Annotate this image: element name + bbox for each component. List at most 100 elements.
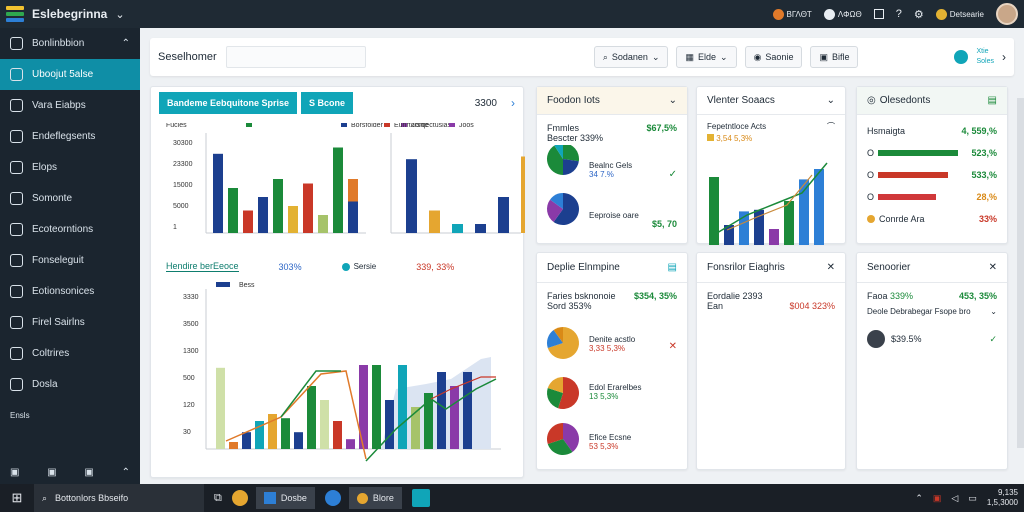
- square-icon[interactable]: ▣: [47, 467, 57, 478]
- chevron-down-icon[interactable]: ⌄: [826, 95, 835, 106]
- sidebar-item-3[interactable]: Endeflegsents: [0, 121, 140, 152]
- network-icon[interactable]: ▣: [932, 492, 942, 503]
- edge-icon[interactable]: [324, 490, 341, 506]
- close-icon[interactable]: ✕: [668, 341, 677, 352]
- metric-label: Eordalie 2393: [707, 291, 763, 301]
- pie-label: Denite acstlo 3,33 5,3%: [589, 335, 636, 353]
- start-icon[interactable]: ⊞: [11, 490, 23, 505]
- chart-bar: [273, 179, 283, 233]
- close-icon[interactable]: ✕: [988, 262, 997, 273]
- volume-icon[interactable]: ◁: [951, 492, 959, 503]
- chevron-up-icon[interactable]: ⌃: [121, 467, 130, 478]
- close-icon[interactable]: ✕: [826, 262, 835, 273]
- card-sensor: Senoorier ✕ Faoa 339% 453, 35% Deole Debra…: [856, 252, 1008, 470]
- app-icon[interactable]: [411, 489, 430, 507]
- title-bar: Eslebegrinna ⌄ ΒΓΛΘΤ ΛΦΩΘ ? ⚙ Detsearie: [0, 0, 1024, 28]
- pie-label: Efice Ecsne 53 5,3%: [589, 433, 632, 451]
- sidebar-item-4[interactable]: Elops: [0, 152, 140, 183]
- taskbar-app-1[interactable]: Dosbe: [255, 487, 315, 509]
- chart-bar: [709, 177, 719, 245]
- main-content: Seselhomer ⌕ Sodanen ⌄ ▦ Elde ⌄ ◉ Saonie ▣ Bif…: [140, 28, 1024, 484]
- topbar-item-2[interactable]: ΛΦΩΘ: [823, 8, 862, 20]
- bar-line-chart: [709, 162, 828, 245]
- page-title: Seselhomer: [158, 51, 217, 63]
- card-title: Deplie Elnmpine: [547, 262, 620, 273]
- pie-slice: [547, 145, 563, 175]
- chevron-up-icon[interactable]: ⌃: [915, 492, 923, 503]
- card-display: Deplie Elnmpine ▤ Faries bsknonoie $354, 3…: [536, 252, 688, 470]
- avatar[interactable]: [996, 3, 1018, 25]
- export-button[interactable]: ▣ Bifle: [810, 46, 859, 68]
- task-view-icon[interactable]: ⧉: [214, 491, 222, 504]
- chart-bar: [799, 179, 809, 245]
- export-icon: ▣: [819, 51, 828, 62]
- pie-label: Bealnc Gels 34 7.%: [589, 161, 633, 179]
- table-icon[interactable]: ▤: [987, 95, 997, 106]
- help-icon[interactable]: ?: [895, 8, 902, 20]
- chart-bar: [359, 365, 368, 449]
- chevron-down-icon[interactable]: ⌄: [115, 8, 125, 21]
- sidebar-item-12[interactable]: Ensls: [0, 400, 140, 431]
- tick-label: 1300: [183, 348, 199, 355]
- chevron-right-icon[interactable]: ›: [1002, 50, 1006, 64]
- sidebar-item-5[interactable]: Somonte: [0, 183, 140, 214]
- sidebar-item-8[interactable]: Eotionsonices: [0, 276, 140, 307]
- user-menu[interactable]: Detsearie: [935, 8, 984, 20]
- tab-second[interactable]: S Bcone: [301, 92, 354, 114]
- chart-bar: [258, 197, 268, 233]
- clock[interactable]: 9,135 1,5,3000: [986, 488, 1018, 507]
- sidebar-item-11[interactable]: Dosla: [0, 369, 140, 400]
- taskbar-app-2[interactable]: Blore: [348, 487, 402, 509]
- card-title: Fonsrilor Eiaghris: [707, 262, 785, 273]
- chevron-down-icon[interactable]: ⌄: [668, 95, 677, 106]
- tick-label: 30: [183, 429, 191, 436]
- chart-bar: [739, 211, 749, 245]
- share-button[interactable]: ◉ Saonie: [744, 46, 803, 68]
- tick-label: 30300: [173, 140, 193, 147]
- chevron-down-icon[interactable]: ⌄: [990, 307, 997, 316]
- metric-value: 453, 35%: [958, 291, 997, 301]
- tab-active[interactable]: Bandeme Eebquitone Sprise: [159, 92, 298, 114]
- grid-icon[interactable]: ▣: [84, 467, 94, 478]
- windows-icon[interactable]: ▣: [10, 467, 20, 478]
- info-icon[interactable]: ⌒: [827, 122, 835, 131]
- chevron-up-icon[interactable]: ⌃: [121, 38, 130, 49]
- topbar-item-1[interactable]: ΒΓΛΘΤ: [772, 8, 812, 20]
- chevron-right-icon[interactable]: ›: [511, 96, 515, 110]
- bar-charts-top: 30300 23300 15000 5000 1 Fucles Borsfolder Zorq…: [166, 123, 525, 234]
- pie-slice: [553, 193, 579, 225]
- sidebar-item-label: Dosla: [32, 379, 58, 390]
- table-icon[interactable]: ▤: [667, 262, 677, 273]
- sidebar-item-6[interactable]: Ecoteorntions: [0, 214, 140, 245]
- sidebar-item-7[interactable]: Fonseleguit: [0, 245, 140, 276]
- layout-button[interactable]: ▦ Elde ⌄: [676, 46, 737, 68]
- chart-bar: [424, 393, 433, 449]
- sidebar-item-9[interactable]: Firel Sairlns: [0, 307, 140, 338]
- card-overview: ◎ Olesedonts ▤ Hsmaigta 4, 559,% O 523,% O 533,…: [856, 86, 1008, 244]
- chart-bar: [398, 365, 407, 449]
- taskbar-search[interactable]: ⌕ Bottonlors Bbseifo: [34, 484, 204, 512]
- combo-chart: 3330 3500 1300 500 120 30 Bess: [183, 282, 501, 462]
- app-logo-icon: [6, 6, 24, 22]
- chart-bar: [288, 206, 298, 233]
- progress-bar: [878, 172, 949, 178]
- chart-bar: [385, 400, 394, 449]
- sidebar: Bonlinbbion ⌃ Uboojut 5alse Vara Eiabps Ende…: [0, 28, 140, 484]
- sidebar-item-0[interactable]: Bonlinbbion ⌃: [0, 28, 140, 59]
- browser-icon[interactable]: [231, 490, 248, 506]
- window-icon[interactable]: [873, 9, 884, 19]
- sidebar-item-2[interactable]: Vara Eiabps: [0, 90, 140, 121]
- metric-value: 3,54 5,3%: [697, 132, 845, 145]
- scrollbar[interactable]: [1017, 98, 1024, 448]
- search-input[interactable]: [226, 46, 366, 68]
- sidebar-item-label: Firel Sairlns: [32, 317, 85, 328]
- metric-label: Ean: [707, 301, 724, 311]
- message-icon[interactable]: ▭: [968, 492, 977, 503]
- filter-button[interactable]: ⌕ Sodanen ⌄: [593, 46, 669, 68]
- sidebar-item-1[interactable]: Uboojut 5alse: [0, 59, 140, 90]
- sidebar-item-10[interactable]: Coltrires: [0, 338, 140, 369]
- chart-bar: [268, 414, 277, 449]
- square-icon: [10, 99, 23, 112]
- settings-icon[interactable]: ⚙: [913, 8, 924, 21]
- chart-bar: [213, 153, 223, 233]
